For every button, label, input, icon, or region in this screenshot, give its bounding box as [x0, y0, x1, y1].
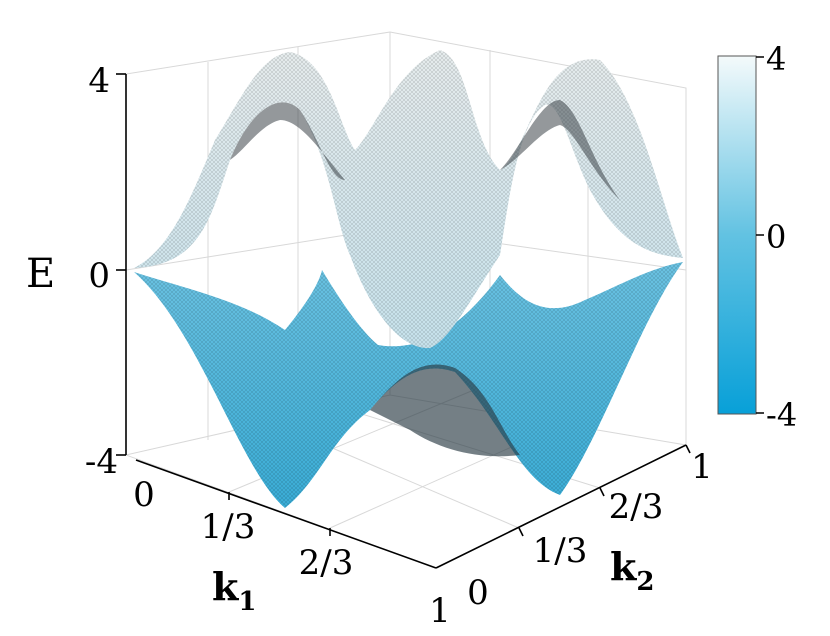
- z-axis-label: E: [26, 251, 55, 297]
- y-axis-label-sub: 2: [636, 567, 654, 597]
- colorbar: [717, 55, 757, 415]
- colorbar-tick-mid: 0: [766, 218, 786, 256]
- x-tick-0: 0: [133, 475, 155, 515]
- x-axis-label: k1: [212, 564, 256, 617]
- colorbar-tick-bottom: -4: [766, 396, 797, 434]
- y-axis-label-main: k: [610, 544, 637, 589]
- y-tick-2: 2/3: [609, 487, 664, 527]
- x-tick-1: 1/3: [201, 507, 256, 547]
- y-tick-0: 0: [467, 573, 489, 613]
- axes-lines: [116, 73, 691, 569]
- x-tick-2: 2/3: [299, 543, 354, 583]
- y-axis-label: k2: [610, 544, 654, 597]
- y-tick-1: 1/3: [533, 531, 588, 571]
- lower-band-surface: [134, 262, 683, 508]
- x-axis-label-sub: 1: [238, 587, 256, 617]
- x-axis-label-main: k: [212, 564, 239, 609]
- x-tick-3: 1: [429, 591, 451, 631]
- z-tick-bottom: -4: [85, 442, 118, 482]
- upper-band-surface: [134, 50, 683, 349]
- colorbar-tick-top: 4: [766, 40, 786, 78]
- z-tick-mid: 0: [88, 256, 110, 296]
- y-tick-3: 1: [691, 447, 713, 487]
- z-tick-top: 4: [88, 61, 110, 101]
